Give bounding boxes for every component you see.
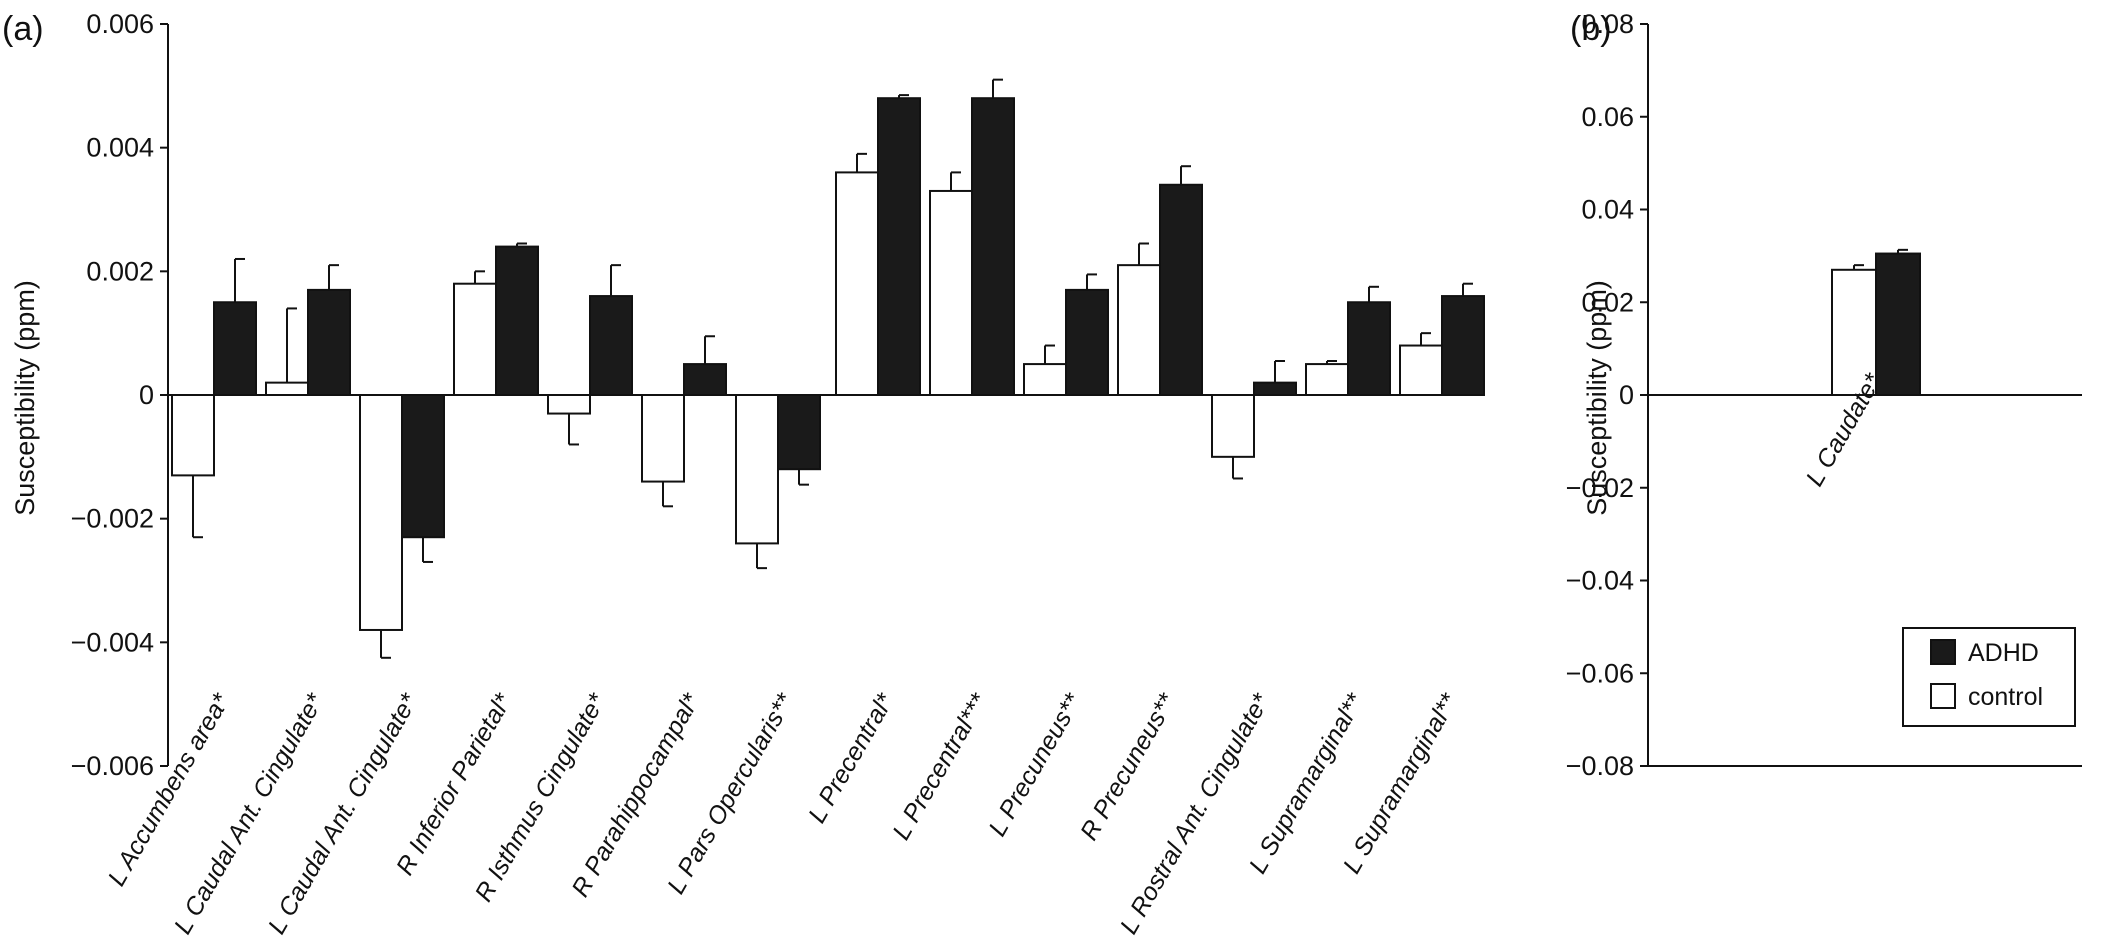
adhd-bar bbox=[1065, 288, 1109, 396]
y-tick-label: −0.004 bbox=[71, 627, 154, 657]
legend-label-control: control bbox=[1968, 683, 2043, 711]
control-bar bbox=[1023, 363, 1067, 397]
panel-b-axes: 0.08 0.06 0.04 0.02 0 −0.02 −0.04 −0.06 −0.08 bbox=[1566, 9, 2082, 781]
adhd-bar bbox=[777, 394, 821, 471]
adhd-bar bbox=[495, 245, 539, 396]
y-tick-label: −0.006 bbox=[71, 751, 154, 781]
adhd-bar bbox=[971, 97, 1015, 396]
adhd-bar bbox=[1253, 381, 1297, 396]
adhd-bar bbox=[307, 288, 351, 396]
adhd-bar bbox=[683, 363, 727, 397]
control-bar bbox=[1831, 268, 1877, 397]
legend-label-adhd: ADHD bbox=[1968, 639, 2039, 667]
y-tick-label: 0.06 bbox=[1581, 102, 1634, 132]
control-bar bbox=[1399, 344, 1443, 396]
adhd-bar bbox=[401, 394, 445, 539]
control-bar bbox=[1117, 264, 1161, 396]
panel-b-bars bbox=[1831, 248, 1921, 397]
panel-a-chart: (a) Susceptibility (ppm) 0.006 0.004 0.002… bbox=[2, 9, 1485, 937]
y-tick-label: −0.02 bbox=[1566, 473, 1634, 503]
panel-a-bars bbox=[171, 78, 1485, 659]
y-tick-label: 0 bbox=[1619, 380, 1634, 410]
control-bar bbox=[547, 394, 591, 415]
y-tick-label: −0.002 bbox=[71, 504, 154, 534]
legend-swatch-control bbox=[1930, 683, 1956, 709]
adhd-bar bbox=[1875, 252, 1921, 396]
category-label: L Precentral* bbox=[803, 688, 900, 828]
panel-a-category-labels: L Accumbens area*L Caudal Ant. Cingulate… bbox=[103, 688, 1464, 937]
adhd-bar bbox=[1441, 295, 1485, 397]
category-label: L Precuneus** bbox=[983, 688, 1088, 841]
panel-a-label: (a) bbox=[2, 10, 44, 48]
adhd-bar bbox=[213, 301, 257, 396]
control-bar bbox=[929, 189, 973, 396]
category-label: L Precentral*** bbox=[887, 688, 994, 845]
adhd-bar bbox=[877, 97, 921, 396]
panel-a-y-axis-label: Susceptibility (ppm) bbox=[10, 280, 40, 516]
y-tick-label: 0.004 bbox=[86, 133, 154, 163]
control-bar bbox=[171, 394, 215, 477]
y-tick-label: 0.02 bbox=[1581, 287, 1634, 317]
control-bar bbox=[641, 394, 685, 483]
panel-b-y-axis-label: Susceptibility (ppm) bbox=[1582, 280, 1612, 516]
y-tick-label: −0.04 bbox=[1566, 566, 1634, 596]
control-bar bbox=[735, 394, 779, 545]
legend-swatch-adhd bbox=[1930, 639, 1956, 665]
adhd-bar bbox=[1347, 301, 1391, 396]
y-tick-label: 0.002 bbox=[86, 256, 154, 286]
category-label: R Precuneus** bbox=[1075, 688, 1182, 845]
control-bar bbox=[835, 171, 879, 396]
y-tick-label: −0.06 bbox=[1566, 658, 1634, 688]
legend: ADHD control bbox=[1902, 627, 2076, 727]
control-bar bbox=[453, 282, 497, 397]
adhd-bar bbox=[1159, 183, 1203, 396]
control-bar bbox=[1305, 363, 1349, 397]
control-bar bbox=[1211, 394, 1255, 458]
y-tick-label: −0.08 bbox=[1566, 751, 1634, 781]
control-bar bbox=[265, 381, 309, 396]
y-tick-label: 0.04 bbox=[1581, 195, 1634, 225]
y-tick-label: 0.08 bbox=[1581, 9, 1634, 39]
y-tick-label: 0 bbox=[139, 380, 154, 410]
adhd-bar bbox=[589, 295, 633, 397]
panel-b-chart: (b) Susceptibility (ppm) 0.080.060.040.0… bbox=[1566, 9, 2082, 781]
control-bar bbox=[359, 394, 403, 631]
y-tick-label: 0.006 bbox=[86, 9, 154, 39]
panel-b-label: (b) bbox=[1570, 10, 1612, 48]
